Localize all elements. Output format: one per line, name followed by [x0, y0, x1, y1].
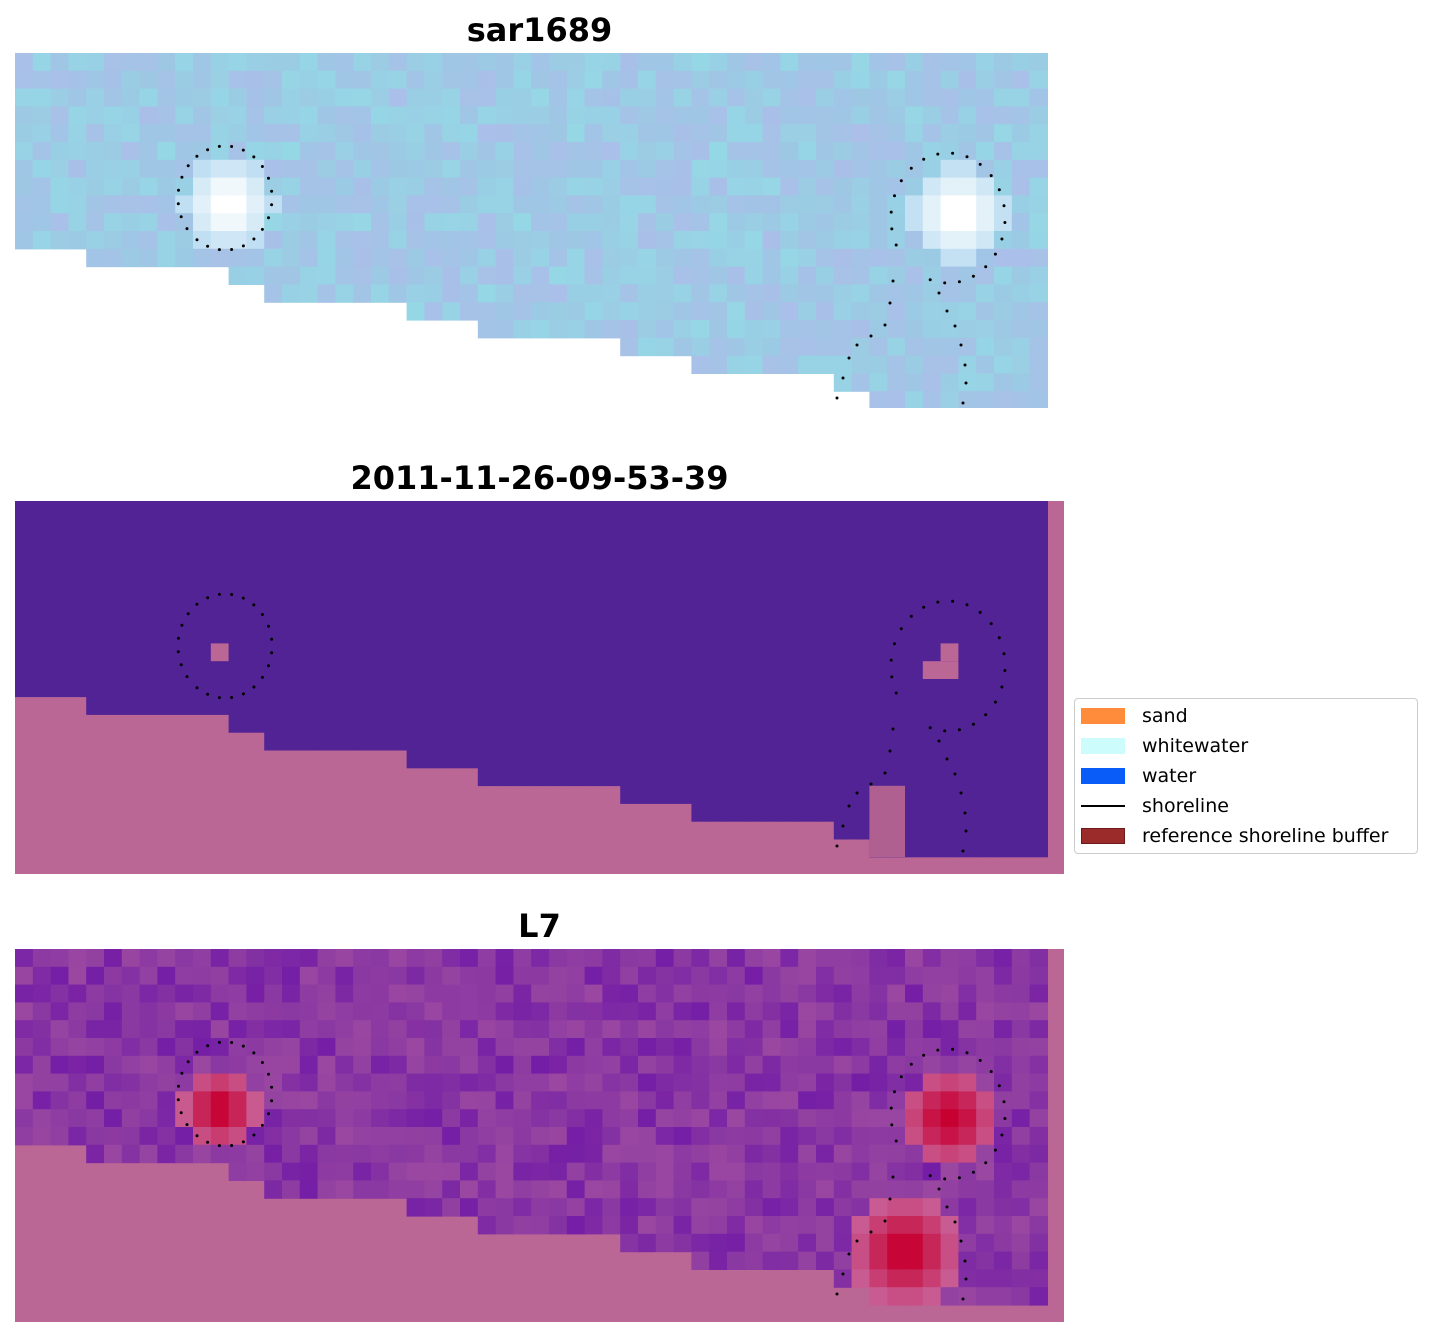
legend-label-whitewater: whitewater — [1142, 735, 1249, 757]
legend-swatch-water — [1081, 768, 1125, 784]
shoreline-dots — [176, 592, 1007, 853]
rgb-pixels — [15, 53, 1048, 408]
legend-label-reference-buffer: reference shoreline buffer — [1142, 825, 1389, 847]
water-class-pixels — [15, 501, 1048, 858]
rgb-image — [15, 53, 1048, 408]
legend-item-water: water — [1081, 764, 1196, 788]
legend-label-water: water — [1142, 765, 1197, 787]
legend-item-shoreline: shoreline — [1081, 794, 1229, 818]
legend-item-whitewater: whitewater — [1081, 734, 1248, 758]
shoreline-dots — [176, 144, 1007, 405]
legend-swatch-shoreline — [1081, 805, 1125, 807]
classified-image-panel — [15, 501, 1064, 874]
index-pixels — [15, 949, 1048, 1306]
mndwi-image — [15, 949, 1064, 1322]
classified-patches — [210, 643, 959, 857]
legend-item-sand: sand — [1081, 704, 1188, 728]
legend-swatch-reference-buffer — [1081, 828, 1125, 844]
panel-title-mndwi: L7 — [518, 907, 561, 945]
legend-swatch-whitewater — [1081, 738, 1125, 754]
panel-title-classified: 2011-11-26-09-53-39 — [350, 459, 729, 497]
mndwi-image-panel — [15, 949, 1064, 1322]
legend-label-sand: sand — [1142, 705, 1188, 727]
legend-swatch-sand — [1081, 708, 1125, 724]
panel-title-rgb: sar1689 — [466, 11, 613, 49]
legend-label-shoreline: shoreline — [1142, 795, 1229, 817]
shoreline-dots — [176, 1040, 1007, 1301]
rgb-image-panel — [15, 53, 1064, 408]
legend: sand whitewater water shoreline referenc… — [1074, 698, 1418, 854]
legend-item-reference-buffer: reference shoreline buffer — [1081, 824, 1388, 848]
classified-image — [15, 501, 1064, 874]
